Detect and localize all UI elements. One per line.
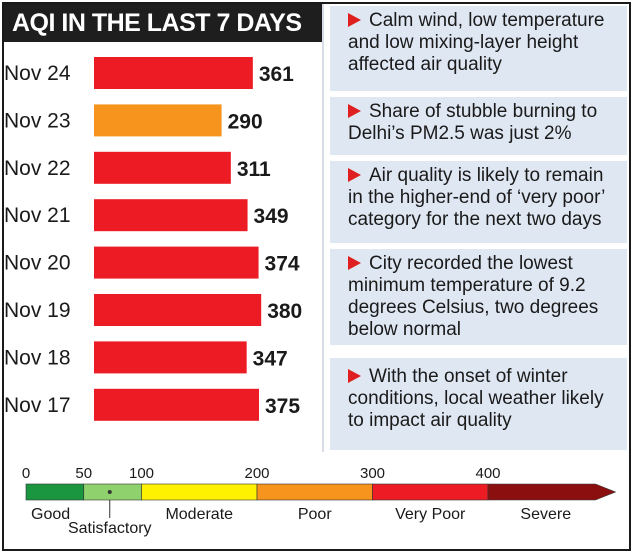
category-label: Nov 23 bbox=[4, 109, 71, 132]
scale-band bbox=[25, 483, 85, 501]
data-label: 347 bbox=[253, 347, 288, 370]
chart-panel: AQI IN THE LAST 7 DAYS Nov 24 361 Nov 23 29… bbox=[4, 4, 322, 452]
scale-band-label: Moderate bbox=[165, 506, 233, 523]
note-text: Share of stubble burning to Delhi’s PM2.… bbox=[348, 101, 598, 144]
bar bbox=[94, 246, 259, 279]
bar bbox=[94, 294, 262, 326]
scale-band bbox=[256, 483, 373, 501]
category-label: Nov 17 bbox=[4, 394, 71, 417]
category-label: Nov 21 bbox=[4, 204, 71, 227]
note-text: City recorded the lowest minimum tempera… bbox=[348, 253, 599, 340]
scale-tick-label: 50 bbox=[75, 465, 92, 482]
scale-band bbox=[83, 483, 142, 501]
scale-tick-label: 0 bbox=[22, 465, 30, 482]
bar bbox=[94, 151, 231, 184]
scale-tick-label: 400 bbox=[475, 465, 500, 482]
bar bbox=[94, 341, 247, 374]
data-label: 380 bbox=[267, 300, 302, 323]
note-item: City recorded the lowest minimum tempera… bbox=[330, 249, 627, 345]
note-item: Share of stubble burning to Delhi’s PM2.… bbox=[330, 97, 627, 155]
scale-tick-label: 200 bbox=[244, 465, 269, 482]
category-label: Nov 18 bbox=[4, 346, 71, 369]
arrow-bullet-icon bbox=[348, 104, 361, 118]
scale-tick-label: 100 bbox=[129, 465, 154, 482]
panel-divider bbox=[322, 4, 330, 452]
scale-band-label: Poor bbox=[298, 506, 332, 523]
note-item: Calm wind, low temperature and low mixin… bbox=[330, 6, 627, 91]
notes-panel: Calm wind, low temperature and low mixin… bbox=[330, 6, 627, 452]
note-text: Air quality is likely to remain in the h… bbox=[348, 165, 605, 230]
label-leader-dot bbox=[107, 490, 112, 494]
scale-band-label: Satisfactory bbox=[68, 520, 152, 537]
arrow-bullet-icon bbox=[348, 256, 361, 270]
category-label: Nov 24 bbox=[4, 62, 71, 85]
bar-chart: Nov 24 361 Nov 23 290 Nov 22 311 Nov 21 349 Nov … bbox=[4, 42, 322, 452]
bar bbox=[94, 388, 259, 421]
aqi-scale: 0 50 100 200 300 400 Good Satisfactory Moderate P… bbox=[4, 462, 629, 548]
arrow-bullet-icon bbox=[348, 13, 361, 27]
category-label: Nov 20 bbox=[4, 252, 71, 275]
scale-band bbox=[372, 483, 489, 501]
data-label: 374 bbox=[265, 253, 300, 276]
scale-tick-label: 300 bbox=[360, 465, 385, 482]
data-label: 375 bbox=[265, 395, 300, 418]
data-label: 361 bbox=[259, 63, 294, 86]
note-item: Air quality is likely to remain in the h… bbox=[330, 161, 627, 243]
arrow-bullet-icon bbox=[348, 369, 361, 383]
data-label: 349 bbox=[254, 205, 289, 228]
scale-band-label: Severe bbox=[520, 506, 571, 523]
note-text: With the onset of winter conditions, loc… bbox=[348, 366, 604, 431]
data-label: 311 bbox=[237, 158, 271, 181]
scale-band bbox=[141, 483, 258, 501]
bar bbox=[94, 104, 222, 137]
bar bbox=[94, 199, 248, 232]
scale-band-label: Good bbox=[31, 506, 70, 523]
category-label: Nov 19 bbox=[4, 299, 71, 322]
scale-band-label: Very Poor bbox=[395, 506, 466, 523]
category-label: Nov 22 bbox=[4, 157, 71, 180]
bar-chart-svg: Nov 24 361 Nov 23 290 Nov 22 311 Nov 21 349 Nov … bbox=[4, 57, 302, 421]
note-item: With the onset of winter conditions, loc… bbox=[330, 358, 627, 450]
scale-band bbox=[487, 483, 617, 501]
note-text: Calm wind, low temperature and low mixin… bbox=[348, 10, 605, 75]
bar bbox=[94, 57, 253, 89]
chart-title: AQI IN THE LAST 7 DAYS bbox=[4, 4, 322, 42]
data-label: 290 bbox=[228, 110, 263, 133]
arrow-bullet-icon bbox=[348, 168, 361, 182]
